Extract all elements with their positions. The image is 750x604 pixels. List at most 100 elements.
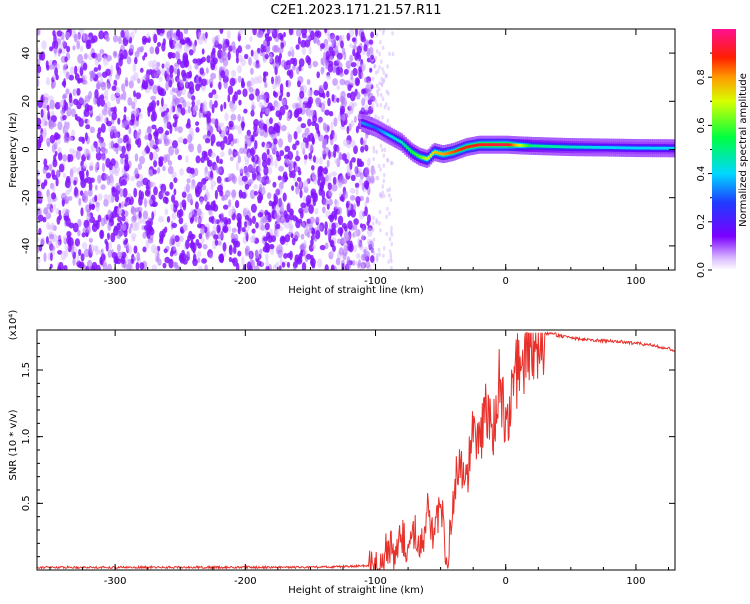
noise-speckle — [239, 147, 245, 154]
noise-speckle — [141, 35, 147, 43]
noise-speckle — [302, 137, 308, 144]
noise-speckle — [40, 108, 44, 118]
noise-speckle — [375, 175, 378, 181]
noise-speckle — [264, 81, 268, 88]
noise-speckle — [45, 77, 51, 86]
noise-speckle — [216, 141, 222, 147]
noise-speckle — [255, 222, 259, 229]
noise-speckle — [100, 248, 104, 254]
ridge-segment — [609, 146, 612, 149]
noise-speckle — [102, 162, 105, 173]
noise-speckle — [242, 88, 248, 97]
noise-speckle — [380, 76, 384, 82]
noise-speckle — [304, 225, 309, 233]
noise-speckle — [50, 252, 53, 262]
noise-speckle — [74, 186, 78, 197]
noise-speckle — [342, 113, 346, 122]
noise-speckle — [376, 176, 380, 181]
noise-speckle — [372, 261, 376, 266]
ridge-segment — [603, 146, 606, 149]
noise-speckle — [327, 228, 331, 238]
ridge-segment — [654, 146, 657, 150]
noise-speckle — [125, 197, 129, 203]
noise-speckle — [213, 93, 219, 100]
noise-speckle — [382, 153, 386, 158]
ridge-segment — [628, 146, 632, 150]
noise-speckle — [385, 214, 388, 220]
noise-speckle — [217, 43, 223, 50]
noise-speckle — [386, 157, 389, 162]
noise-speckle — [65, 123, 69, 132]
noise-speckle — [281, 98, 287, 106]
noise-speckle — [233, 91, 238, 102]
noise-speckle — [219, 29, 224, 34]
ridge-segment — [470, 144, 474, 148]
noise-speckle — [279, 83, 284, 94]
noise-speckle — [276, 243, 283, 251]
noise-speckle — [373, 170, 377, 175]
noise-speckle — [181, 191, 187, 198]
noise-speckle — [142, 210, 149, 220]
noise-speckle — [300, 249, 303, 259]
noise-speckle — [214, 35, 219, 46]
noise-speckle — [152, 59, 157, 67]
noise-speckle — [292, 143, 297, 151]
colorbar: 0.0 0.2 0.4 0.6 0.8 Normalized spectral ampl… — [696, 29, 749, 278]
noise-speckle — [305, 55, 311, 64]
noise-speckle — [128, 126, 132, 135]
noise-speckle — [314, 207, 319, 215]
noise-speckle — [237, 75, 242, 83]
noise-speckle — [318, 84, 324, 94]
noise-speckle — [260, 188, 267, 195]
noise-speckle — [269, 53, 273, 63]
noise-speckle — [185, 122, 191, 129]
noise-speckle — [134, 153, 139, 162]
noise-speckle — [120, 255, 126, 265]
noise-speckle — [151, 202, 156, 207]
noise-speckle — [385, 89, 389, 94]
noise-speckle — [353, 228, 359, 238]
noise-speckle — [171, 171, 177, 179]
noise-speckle — [133, 107, 140, 117]
noise-speckle — [124, 172, 130, 182]
noise-speckle — [200, 237, 205, 244]
noise-speckle — [149, 151, 154, 161]
noise-speckle — [44, 120, 48, 127]
noise-speckle — [235, 160, 239, 171]
noise-speckle — [228, 199, 232, 208]
noise-speckle — [108, 193, 114, 204]
noise-speckle — [182, 72, 187, 82]
noise-speckle — [350, 174, 356, 182]
noise-speckle — [345, 60, 351, 69]
noise-speckle — [222, 44, 228, 52]
ridge-segment — [445, 152, 448, 155]
noise-speckle — [321, 189, 326, 199]
noise-speckle — [276, 209, 280, 217]
noise-speckle — [200, 225, 206, 235]
noise-speckle — [240, 58, 246, 67]
noise-speckle — [228, 148, 233, 156]
noise-speckle — [324, 60, 328, 66]
signal-ridge — [361, 114, 675, 168]
noise-speckle — [188, 49, 194, 56]
noise-speckle — [379, 40, 382, 45]
noise-speckle — [141, 225, 145, 231]
noise-speckle — [311, 137, 315, 145]
noise-speckle — [163, 154, 168, 164]
noise-speckle — [377, 87, 381, 92]
noise-speckle — [295, 150, 299, 157]
noise-speckle — [137, 163, 143, 170]
noise-speckle — [267, 214, 272, 223]
noise-speckle — [353, 218, 359, 226]
ridge-segment — [408, 148, 411, 151]
noise-speckle — [124, 134, 129, 142]
noise-speckle — [108, 141, 114, 150]
noise-speckle — [340, 40, 344, 49]
noise-speckle — [297, 107, 303, 115]
noise-speckle — [305, 201, 310, 207]
noise-speckle — [191, 95, 196, 101]
noise-speckle — [300, 202, 307, 209]
noise-speckle — [205, 31, 208, 39]
noise-speckle — [201, 258, 208, 264]
noise-speckle — [238, 167, 245, 174]
